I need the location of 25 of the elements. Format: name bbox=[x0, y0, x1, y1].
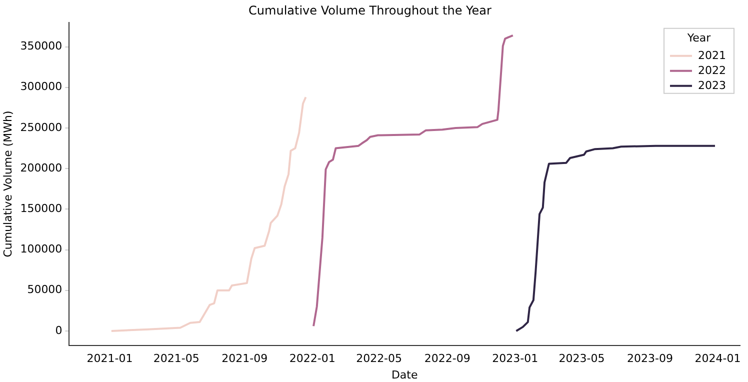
x-tick-label: 2021-05 bbox=[153, 352, 200, 366]
x-tick-label: 2023-01 bbox=[492, 352, 538, 366]
x-tick-label: 2022-05 bbox=[356, 352, 402, 366]
x-axis-title: Date bbox=[391, 368, 418, 382]
y-tick-label: 300000 bbox=[20, 80, 62, 94]
y-tick-label: 100000 bbox=[20, 242, 62, 256]
y-tick-label: 50000 bbox=[27, 283, 62, 296]
legend-label: 2023 bbox=[698, 78, 726, 92]
x-tick-label: 2022-09 bbox=[424, 352, 470, 366]
x-tick-label: 2023-09 bbox=[627, 352, 674, 366]
x-tick-label: 2021-01 bbox=[86, 352, 133, 366]
legend-label: 2022 bbox=[698, 64, 726, 77]
y-tick-label: 150000 bbox=[20, 202, 62, 216]
legend-title: Year bbox=[686, 31, 712, 44]
y-tick-label: 250000 bbox=[20, 120, 62, 134]
x-tick-label: 2022-01 bbox=[289, 352, 336, 366]
y-axis-title: Cumulative Volume (MWh) bbox=[1, 110, 14, 258]
y-tick-label: 350000 bbox=[20, 40, 62, 53]
y-tick-label: 0 bbox=[55, 324, 62, 337]
x-tick-label: 2021-09 bbox=[222, 352, 268, 366]
chart-title: Cumulative Volume Throughout the Year bbox=[248, 3, 492, 18]
x-tick-label: 2023-05 bbox=[558, 352, 605, 366]
legend-label: 2021 bbox=[698, 48, 726, 62]
x-tick-label: 2024-01 bbox=[694, 352, 741, 366]
y-tick-label: 200000 bbox=[20, 161, 62, 174]
